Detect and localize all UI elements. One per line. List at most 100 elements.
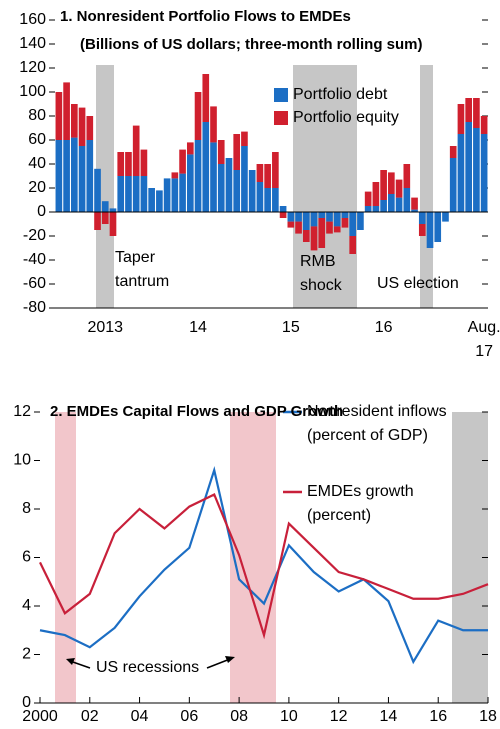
y-tick-label: 140 <box>19 35 46 52</box>
bar <box>78 107 86 146</box>
bar <box>388 194 395 212</box>
bar <box>364 206 372 212</box>
bar <box>473 128 480 212</box>
bar <box>101 212 109 224</box>
bar <box>117 152 125 176</box>
y-tick-label: 120 <box>19 59 46 76</box>
bar <box>55 140 63 212</box>
bar <box>71 137 78 212</box>
bar <box>434 212 442 242</box>
bar <box>341 212 349 218</box>
bar <box>364 191 372 206</box>
bar <box>380 170 387 200</box>
bar <box>217 140 225 164</box>
bar <box>287 221 295 228</box>
recession-shade <box>230 412 276 703</box>
bar <box>210 142 217 212</box>
legend-swatch <box>274 111 288 125</box>
bar <box>248 170 256 212</box>
bar <box>333 212 341 227</box>
x-tick-label: 02 <box>81 708 99 725</box>
x-tick-label: 2000 <box>22 708 58 725</box>
bar <box>210 106 217 143</box>
y-tick-label: -20 <box>23 227 46 244</box>
taper-shade <box>96 65 114 308</box>
bar <box>140 176 148 212</box>
rmb-shade <box>293 65 357 308</box>
bar <box>156 190 163 212</box>
bar <box>403 188 411 212</box>
x-tick-label: 16 <box>429 708 447 725</box>
legend-label: EMDEs growth (percent) <box>307 483 414 524</box>
bar <box>125 152 132 176</box>
bar <box>411 197 418 210</box>
y-tick-label: 2 <box>22 646 31 663</box>
bar <box>225 158 233 212</box>
bar <box>341 218 349 228</box>
x-tick-label: 04 <box>131 708 149 725</box>
bar <box>357 212 364 230</box>
bar <box>109 212 117 236</box>
bar <box>302 212 310 230</box>
bar <box>465 122 472 212</box>
x-tick-label: Aug. 17 <box>467 319 500 360</box>
arrow-head <box>225 656 235 663</box>
bar <box>202 122 210 212</box>
annotation: US election <box>377 275 459 292</box>
x-tick-label: 2013 <box>87 319 124 336</box>
legend-label: Portfolio equity <box>293 109 399 126</box>
bar <box>310 212 318 227</box>
bar <box>465 98 472 122</box>
bar <box>86 116 94 140</box>
bar <box>148 188 155 212</box>
bar <box>326 221 333 234</box>
x-tick-label: 14 <box>380 708 398 725</box>
bar <box>179 149 186 174</box>
bar <box>94 168 101 212</box>
bar <box>388 172 395 194</box>
y-tick-label: 8 <box>22 500 31 517</box>
bar <box>318 212 326 218</box>
bar <box>117 176 125 212</box>
bar <box>372 206 380 212</box>
bar <box>418 212 426 224</box>
bar <box>140 149 148 176</box>
bar <box>233 170 241 212</box>
recession-shade <box>55 412 76 703</box>
arrow <box>206 658 231 669</box>
bar <box>194 92 202 140</box>
y-tick-label: 40 <box>28 155 46 172</box>
bar <box>333 226 341 233</box>
bar <box>310 226 318 251</box>
chart-title: 1. Nonresident Portfolio Flows to EMDEs <box>60 8 351 25</box>
bar <box>186 142 194 155</box>
bar <box>372 182 380 206</box>
bar <box>279 212 287 218</box>
bar <box>78 146 86 212</box>
bar <box>179 173 186 212</box>
chart-title: 2. EMDEs Capital Flows and GDP Growth <box>50 403 344 420</box>
bar <box>426 212 434 248</box>
bar <box>318 218 326 248</box>
line <box>39 492 489 640</box>
bar <box>418 224 426 236</box>
y-tick-label: 160 <box>19 11 46 28</box>
bar <box>171 172 179 179</box>
y-tick-label: 10 <box>13 452 31 469</box>
bar <box>480 134 488 212</box>
bar <box>295 221 302 234</box>
bar <box>287 212 295 222</box>
bar <box>395 179 403 198</box>
x-tick-label: 12 <box>330 708 348 725</box>
bar <box>217 164 225 212</box>
bar <box>202 74 210 122</box>
x-tick-label: 18 <box>479 708 497 725</box>
bar <box>86 140 94 212</box>
y-tick-label: 0 <box>37 203 46 220</box>
bar <box>63 140 70 212</box>
bar <box>380 200 387 212</box>
bar <box>302 230 310 242</box>
bar <box>63 82 70 140</box>
y-tick-label: 12 <box>13 403 31 420</box>
